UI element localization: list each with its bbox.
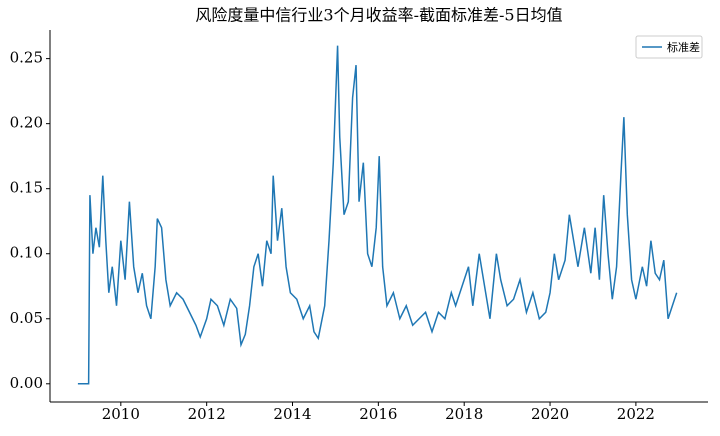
x-tick-label: 2020 — [531, 405, 569, 423]
legend-label: 标准差 — [667, 40, 700, 54]
x-tick-label: 2016 — [359, 405, 397, 423]
x-tick-label: 2012 — [188, 405, 226, 423]
y-tick-label: 0.00 — [10, 374, 43, 392]
legend-box — [635, 35, 703, 59]
chart-title: 风险度量中信行业3个月收益率-截面标准差-5日均值 — [195, 6, 562, 25]
line-series — [77, 45, 678, 385]
y-tick-label: 0.15 — [10, 179, 43, 197]
x-tick-label: 2014 — [273, 405, 311, 423]
x-tick-label: 2018 — [445, 405, 483, 423]
y-tick-label: 0.10 — [10, 244, 43, 262]
x-tick-label: 2010 — [102, 405, 140, 423]
x-tick-label: 2022 — [617, 405, 655, 423]
y-tick-label: 0.05 — [10, 309, 43, 327]
y-tick-label: 0.25 — [10, 49, 43, 67]
y-tick-label: 0.20 — [10, 114, 43, 132]
